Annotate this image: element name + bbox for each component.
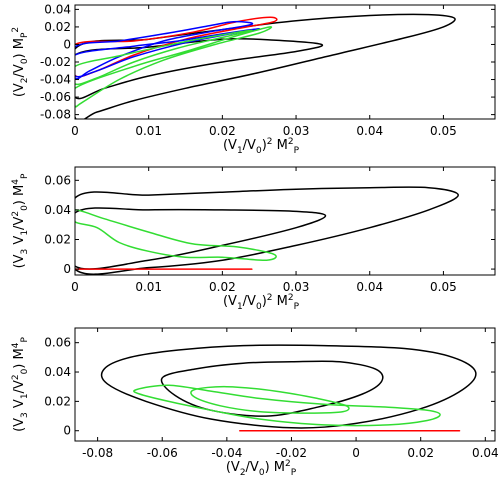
y-tick-label: 0.02 <box>44 20 71 34</box>
plot-frame <box>74 327 496 442</box>
y-tick-label: 0.02 <box>44 232 71 246</box>
chart-panel-1: 0 0.01 0.02 0.03 0.04 0.05 0.04 0.02 0 -0.02 -0.04… <box>11 2 496 156</box>
contour-line <box>75 29 253 86</box>
x-tick-label: 0 <box>71 280 79 294</box>
x-tick-label: -0.08 <box>82 446 113 460</box>
y-tick-label: 0.02 <box>44 394 71 408</box>
x-tick-label: 0.04 <box>356 124 383 138</box>
x-tick-label: -0.04 <box>211 446 242 460</box>
y-tick-label: 0.04 <box>44 365 71 379</box>
contour-line <box>75 209 277 261</box>
x-tick-label: 0.03 <box>283 124 310 138</box>
x-tick-label: 0.05 <box>430 124 457 138</box>
x-tick-label: 0 <box>352 446 360 460</box>
x-tick-label: -0.02 <box>276 446 307 460</box>
y-axis-label: (V3 V1/V20) M4P <box>11 173 30 268</box>
contour-line <box>100 344 477 429</box>
contour-line <box>75 207 327 270</box>
plot-frame <box>74 166 496 276</box>
contour-line <box>190 385 350 414</box>
contour-line <box>133 384 441 427</box>
x-tick-label: -0.06 <box>147 446 178 460</box>
x-tick-label: 0.02 <box>209 280 236 294</box>
y-tick-label: -0.04 <box>40 73 71 87</box>
x-axis-label: (V1/V0)2 M2P <box>223 137 300 156</box>
series-group <box>75 13 456 119</box>
contour-line <box>75 26 273 108</box>
contour-line <box>75 186 459 275</box>
contour-line <box>75 20 254 80</box>
y-tick-label: 0.04 <box>44 203 71 217</box>
y-tick-label: 0 <box>63 262 71 276</box>
x-axis-label: (V2/V0) M2P <box>226 459 297 478</box>
chart-panel-2: 0 0.01 0.02 0.03 0.04 0.05 0.06 0.04 0.02 0 (V1/V0… <box>11 166 496 312</box>
x-tick-label: 0.01 <box>135 124 162 138</box>
chart-panel-3: -0.08 -0.06 -0.04 -0.02 0 0.02 0.04 0.06 0.04 0.0… <box>11 327 498 478</box>
x-tick-label: 0.03 <box>283 280 310 294</box>
y-tick-label: -0.02 <box>40 55 71 69</box>
y-axis-label: (V3 V1/V20) M4P <box>11 337 30 432</box>
x-axis-label: (V1/V0)2 M2P <box>223 293 300 312</box>
x-tick-label: 0.05 <box>430 280 457 294</box>
x-tick-label: 0.01 <box>135 280 162 294</box>
y-axis-label: (V2/V0) MP2 <box>11 27 30 97</box>
y-tick-label: 0.06 <box>44 173 71 187</box>
x-tick-label: 0.02 <box>209 124 236 138</box>
x-tick-label: 0 <box>71 124 79 138</box>
x-tick-label: 0.04 <box>356 280 383 294</box>
y-tick-label: 0.04 <box>44 2 71 16</box>
y-tick-label: 0 <box>63 37 71 51</box>
contour-line <box>75 13 456 119</box>
series-group <box>75 186 459 275</box>
x-tick-label: 0.04 <box>472 446 498 460</box>
y-tick-label: 0.06 <box>44 336 71 350</box>
x-tick-label: 0.02 <box>407 446 434 460</box>
y-tick-label: -0.06 <box>40 90 71 104</box>
series-group <box>100 344 477 432</box>
contour-line <box>75 37 324 100</box>
y-tick-label: 0 <box>63 424 71 438</box>
y-tick-label: -0.08 <box>40 108 71 122</box>
